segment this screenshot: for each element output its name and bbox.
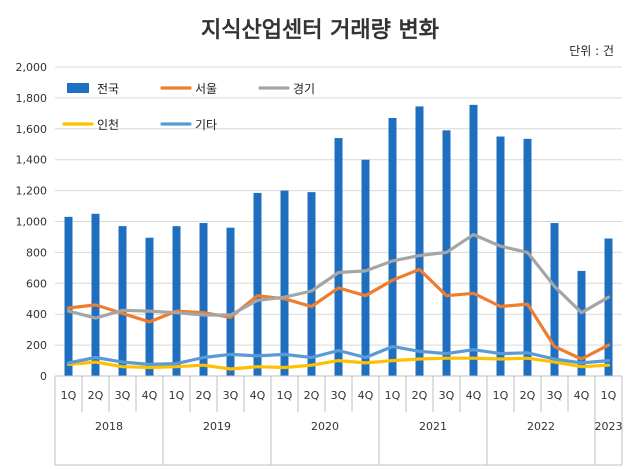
y-tick-label: 600 [26, 277, 47, 290]
x-tick-label: 3Q [439, 389, 455, 402]
legend-swatch [67, 83, 89, 93]
legend-label: 기타 [195, 118, 217, 132]
y-tick-label: 1,600 [16, 123, 48, 136]
x-tick-label: 2Q [196, 389, 212, 402]
x-tick-label: 4Q [574, 389, 590, 402]
y-axis: 0 200 400 600 800 1,000 1,200 1,400 1,600 1,800 2,… [16, 61, 48, 383]
x-tick-label: 1Q [61, 389, 77, 402]
legend-item: 전국 [67, 82, 119, 96]
year-label: 2020 [311, 420, 339, 433]
year-label: 2021 [419, 420, 447, 433]
y-tick-label: 1,000 [16, 216, 48, 229]
x-tick-label: 2Q [520, 389, 536, 402]
bar [415, 106, 424, 377]
bar [64, 216, 73, 376]
legend-label: 경기 [293, 82, 315, 96]
legend-label: 인천 [97, 117, 119, 132]
legend-label: 서울 [195, 82, 217, 96]
x-tick-label: 1Q [277, 389, 293, 402]
legend-item: 인천 [62, 117, 119, 132]
x-tick-label: 1Q [601, 389, 617, 402]
y-tick-label: 200 [26, 339, 47, 352]
bar [523, 138, 532, 376]
series-line [66, 267, 611, 361]
bar [253, 192, 262, 376]
y-tick-label: 800 [26, 246, 47, 259]
lines [66, 233, 611, 371]
year-label: 2022 [527, 420, 555, 433]
legend-item: 기타 [160, 118, 217, 132]
bars [64, 104, 613, 377]
year-label: 2023 [595, 420, 623, 433]
year-label: 2018 [95, 420, 123, 433]
bar [118, 226, 127, 376]
chart-title: 지식산업센터 거래량 변화 [201, 18, 439, 43]
y-tick-label: 1,200 [16, 185, 48, 198]
x-tick-label: 1Q [169, 389, 185, 402]
x-tick-label: 4Q [466, 389, 482, 402]
legend-label: 전국 [97, 82, 119, 96]
x-tick-label: 4Q [250, 389, 266, 402]
x-tick-label: 1Q [385, 389, 401, 402]
x-tick-label: 2Q [304, 389, 320, 402]
x-tick-label: 3Q [547, 389, 563, 402]
bar [469, 104, 478, 376]
x-tick-label: 3Q [223, 389, 239, 402]
bar [577, 270, 586, 376]
x-tick-label: 4Q [358, 389, 374, 402]
x-tick-label: 3Q [331, 389, 347, 402]
y-tick-label: 1,800 [16, 92, 48, 105]
x-tick-label: 3Q [115, 389, 131, 402]
y-tick-label: 400 [26, 308, 47, 321]
y-tick-label: 2,000 [16, 61, 48, 74]
y-tick-label: 1,400 [16, 154, 48, 167]
series-line [66, 356, 611, 371]
bar [199, 223, 208, 376]
series-line [66, 345, 611, 366]
bar [550, 223, 559, 376]
bar [280, 190, 289, 376]
bar [334, 138, 343, 376]
bar [226, 227, 235, 376]
year-label: 2019 [203, 420, 231, 433]
x-tick-label: 2Q [412, 389, 428, 402]
legend-item: 서울 [160, 82, 217, 96]
bar [307, 192, 316, 376]
bar [145, 237, 154, 376]
y-tick-label: 0 [40, 370, 47, 383]
bar [91, 213, 100, 376]
unit-label: 단위 : 건 [569, 44, 614, 58]
bar [361, 159, 370, 376]
bar [172, 226, 181, 376]
bar [388, 117, 397, 377]
x-tick-label: 4Q [142, 389, 158, 402]
bar [604, 238, 613, 376]
x-tick-label: 1Q [493, 389, 509, 402]
legend-item: 경기 [258, 82, 315, 96]
bar [496, 136, 505, 376]
x-tick-label: 2Q [88, 389, 104, 402]
x-axis: 1Q 2Q 3Q 4Q 1Q 2Q 3Q 4Q 1Q 2Q 3Q 4Q 1Q 2Q 3Q 4Q 1Q 2Q 3Q 4Q… [54, 375, 623, 466]
series-line [66, 233, 611, 320]
